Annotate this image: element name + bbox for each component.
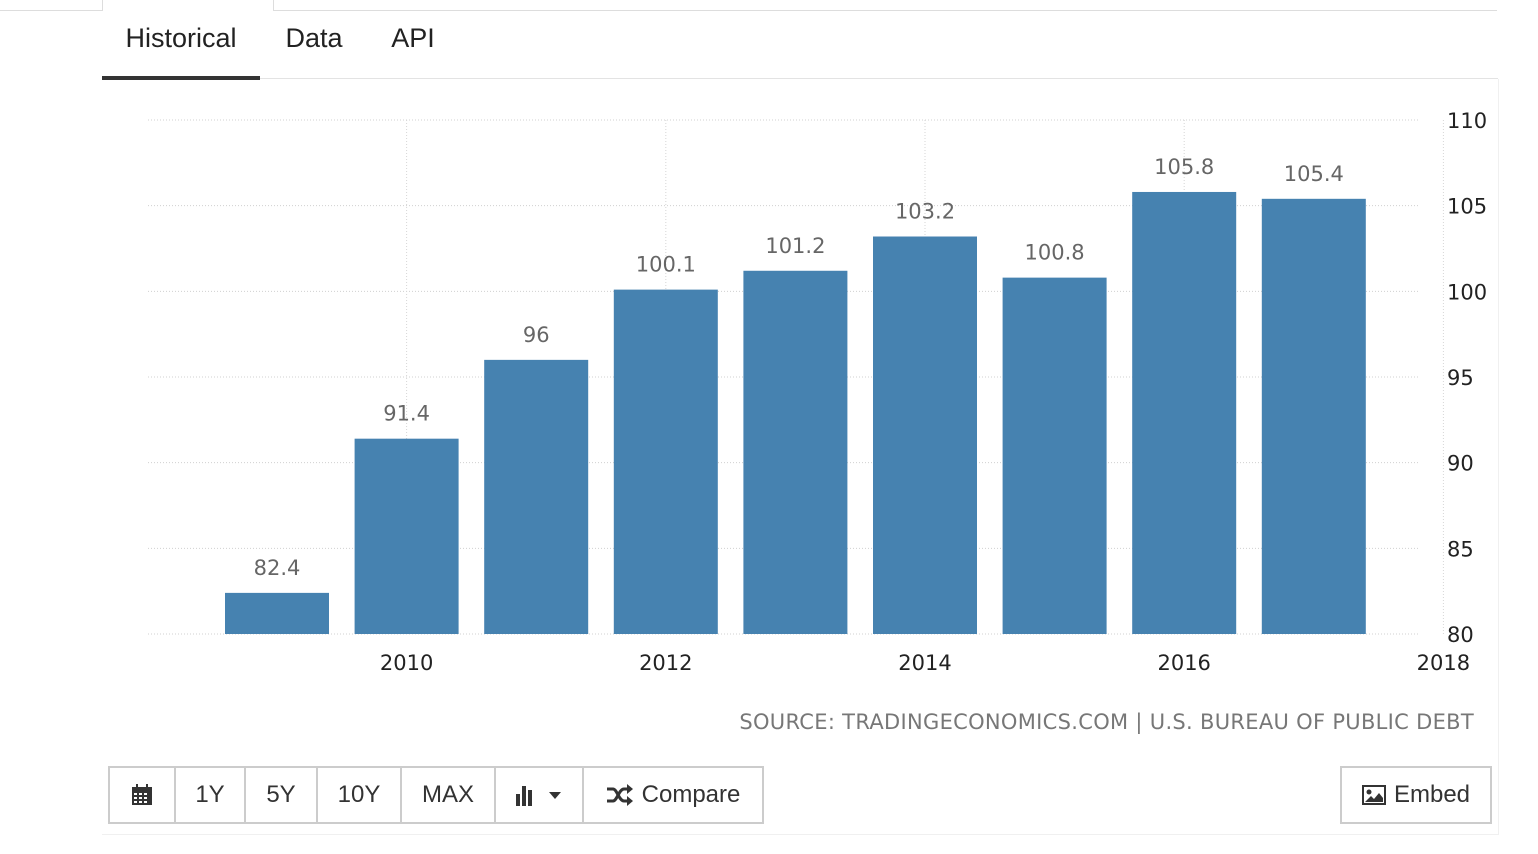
bar (873, 236, 977, 635)
tab-historical[interactable]: Historical (102, 12, 260, 80)
y-tick-label: 80 (1447, 623, 1474, 647)
data-label: 103.2 (895, 200, 955, 224)
tab-api[interactable]: API (391, 23, 435, 53)
bar-chart-icon (516, 786, 532, 806)
bar (743, 270, 848, 634)
range-5y-button[interactable]: 5Y (246, 768, 318, 822)
caret-down-icon (549, 792, 561, 799)
range-max-button[interactable]: MAX (402, 768, 496, 822)
y-tick-label: 110 (1447, 109, 1487, 133)
range-10y-button[interactable]: 10Y (318, 768, 402, 822)
bar (225, 592, 329, 634)
data-label: 105.8 (1154, 155, 1214, 179)
data-label: 101.2 (765, 234, 825, 258)
data-label: 105.4 (1284, 162, 1344, 186)
data-label: 91.4 (383, 402, 430, 426)
source-text: SOURCE: TRADINGECONOMICS.COM | U.S. BURE… (739, 710, 1474, 734)
top-border (0, 0, 1538, 12)
x-tick-label: 2010 (380, 651, 433, 675)
bar (1261, 198, 1366, 634)
bar (613, 289, 718, 634)
bar (1132, 191, 1237, 634)
calendar-button[interactable] (110, 768, 176, 822)
range-1y-button[interactable]: 1Y (176, 768, 246, 822)
data-label: 100.8 (1025, 241, 1085, 265)
x-tick-label: 2014 (898, 651, 951, 675)
x-tick-label: 2016 (1157, 651, 1210, 675)
chart-panel (102, 79, 1499, 835)
data-label: 82.4 (254, 556, 301, 580)
compare-button[interactable]: Compare (584, 768, 762, 822)
y-tick-label: 85 (1447, 537, 1474, 561)
x-tick-label: 2018 (1417, 651, 1470, 675)
tab-bar: Historical Data API (102, 12, 1498, 80)
calendar-icon (132, 784, 152, 805)
chart-type-dropdown[interactable] (496, 768, 584, 822)
image-icon (1361, 785, 1386, 805)
bar (484, 359, 589, 634)
y-tick-label: 105 (1447, 195, 1487, 219)
compare-label: Compare (641, 781, 741, 808)
bar (1002, 277, 1107, 634)
bar-chart: 80 85 90 95 100 105 110 2010 2012 2014 2016 2018 82.… (148, 109, 1487, 675)
embed-label: Embed (1393, 781, 1471, 808)
shuffle-icon (606, 784, 633, 806)
y-tick-label: 90 (1447, 452, 1474, 476)
y-tick-label: 100 (1447, 280, 1487, 304)
bar (354, 438, 459, 634)
embed-button[interactable]: Embed (1340, 766, 1492, 824)
x-tick-label: 2012 (639, 651, 692, 675)
tab-data[interactable]: Data (285, 23, 343, 53)
chart-toolbar: 1Y 5Y 10Y MAX Compare (108, 766, 764, 824)
data-label: 96 (523, 323, 550, 347)
data-label: 100.1 (636, 253, 696, 277)
y-tick-label: 95 (1447, 366, 1474, 390)
